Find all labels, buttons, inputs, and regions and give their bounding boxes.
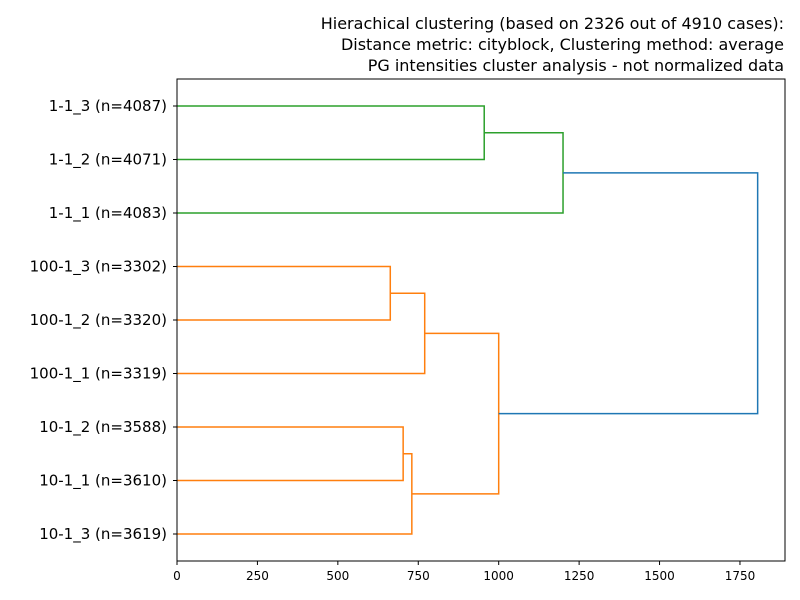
leaf-label: 10-1_3 (n=3619) bbox=[39, 525, 167, 544]
x-axis: 0 250 500 750 1000 1250 1500 1750 bbox=[173, 561, 755, 583]
leaf-label: 1-1_2 (n=4071) bbox=[49, 151, 167, 170]
x-tick-label: 0 bbox=[173, 569, 181, 583]
x-tick-label: 1750 bbox=[725, 569, 756, 583]
dendrogram-link-m4 bbox=[177, 292, 426, 375]
x-tick-label: 1000 bbox=[483, 569, 514, 583]
dendrogram-link-m1 bbox=[177, 105, 485, 161]
leaf-label: 1-1_3 (n=4087) bbox=[49, 97, 167, 116]
dendrogram-link-m5 bbox=[177, 426, 404, 482]
x-tick-label: 750 bbox=[407, 569, 430, 583]
title-line-2: Distance metric: cityblock, Clustering m… bbox=[341, 35, 784, 54]
dendrogram-links bbox=[177, 105, 759, 535]
leaf-label: 100-1_2 (n=3320) bbox=[30, 311, 167, 330]
x-tick-label: 500 bbox=[326, 569, 349, 583]
leaf-label: 10-1_2 (n=3588) bbox=[39, 418, 167, 437]
leaf-label: 10-1_1 (n=3610) bbox=[39, 472, 167, 491]
leaf-label: 100-1_1 (n=3319) bbox=[30, 365, 167, 384]
leaf-labels: 1-1_3 (n=4087) 1-1_2 (n=4071) 1-1_1 (n=408… bbox=[30, 97, 177, 544]
dendrogram-link-m2 bbox=[177, 132, 564, 214]
dendrogram-link-m6 bbox=[177, 453, 413, 535]
x-tick-label: 250 bbox=[246, 569, 269, 583]
leaf-label: 100-1_3 (n=3302) bbox=[30, 258, 167, 277]
title-line-3: PG intensities cluster analysis - not no… bbox=[368, 56, 784, 75]
dendrogram-link-m3 bbox=[177, 265, 392, 321]
x-tick-label: 1250 bbox=[564, 569, 595, 583]
x-tick-label: 1500 bbox=[644, 569, 675, 583]
dendrogram-link-m8 bbox=[498, 172, 759, 415]
leaf-label: 1-1_1 (n=4083) bbox=[49, 204, 167, 223]
title-line-1: Hierachical clustering (based on 2326 ou… bbox=[321, 14, 784, 33]
chart-title: Hierachical clustering (based on 2326 ou… bbox=[321, 14, 784, 75]
